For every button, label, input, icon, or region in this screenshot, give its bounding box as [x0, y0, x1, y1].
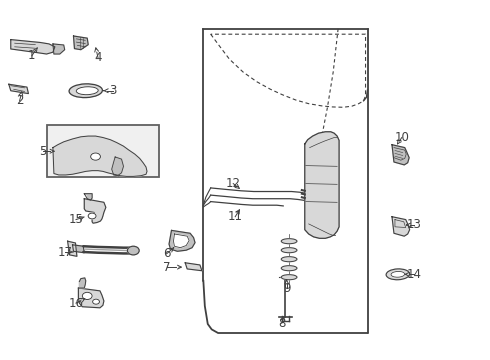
Text: 13: 13 [407, 219, 421, 231]
Ellipse shape [69, 84, 102, 98]
Polygon shape [392, 145, 409, 165]
Text: 9: 9 [283, 282, 291, 294]
Polygon shape [392, 217, 410, 236]
Text: 14: 14 [407, 268, 421, 281]
Polygon shape [169, 230, 195, 251]
Ellipse shape [281, 239, 297, 244]
Ellipse shape [386, 269, 410, 280]
Polygon shape [53, 136, 147, 176]
Circle shape [93, 299, 99, 304]
Text: 7: 7 [163, 261, 171, 274]
Ellipse shape [391, 271, 405, 277]
Polygon shape [173, 234, 189, 248]
Polygon shape [84, 199, 106, 223]
Polygon shape [68, 241, 77, 256]
Text: 17: 17 [57, 246, 72, 258]
Text: 8: 8 [278, 317, 286, 330]
Polygon shape [185, 263, 202, 271]
Circle shape [82, 292, 92, 300]
Bar [47, 125, 159, 177]
Text: 12: 12 [226, 177, 241, 190]
Circle shape [88, 213, 96, 219]
Text: 2: 2 [16, 94, 24, 107]
Text: 16: 16 [69, 297, 83, 310]
Polygon shape [11, 40, 55, 54]
Polygon shape [78, 288, 104, 308]
Text: 5: 5 [39, 145, 47, 158]
Polygon shape [73, 245, 84, 253]
Text: 3: 3 [109, 84, 117, 97]
Polygon shape [74, 36, 88, 50]
Ellipse shape [281, 266, 297, 271]
Polygon shape [9, 84, 28, 94]
Text: 4: 4 [94, 51, 102, 64]
Ellipse shape [281, 248, 297, 253]
Circle shape [127, 246, 139, 255]
Text: 10: 10 [394, 131, 409, 144]
Text: 15: 15 [69, 213, 83, 226]
Ellipse shape [281, 257, 297, 262]
Text: 1: 1 [28, 49, 36, 62]
Ellipse shape [281, 275, 297, 280]
Text: 6: 6 [163, 247, 171, 260]
Circle shape [91, 153, 100, 160]
Polygon shape [112, 157, 123, 176]
Text: 11: 11 [228, 210, 243, 223]
Polygon shape [53, 44, 65, 54]
Polygon shape [84, 194, 92, 200]
Ellipse shape [76, 87, 98, 95]
Polygon shape [79, 278, 86, 288]
Polygon shape [305, 132, 339, 238]
